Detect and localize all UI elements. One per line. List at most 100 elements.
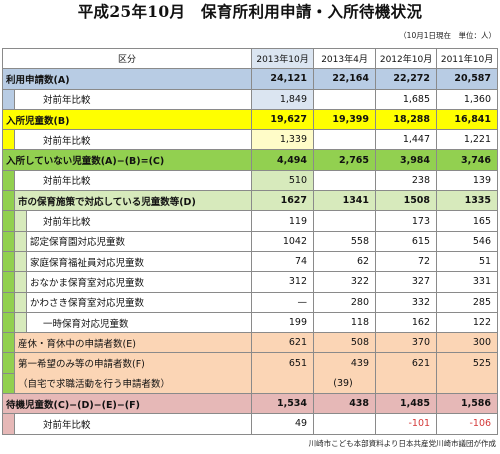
cell-value: 19,627: [251, 108, 315, 131]
cell-value: 1,849: [251, 88, 315, 110]
table-row: 入所児童数(B) 19,627 19,399 18,288 16,841: [1, 108, 499, 131]
row-spacer: [14, 311, 27, 334]
cell-value: [313, 88, 377, 110]
table-row: かわさき保育室対応児童数 — 280 332 285: [2, 291, 499, 313]
cell-value: [313, 129, 377, 151]
cell-value: 119: [251, 210, 315, 232]
cell-value: 370: [375, 332, 438, 354]
cell-value: 1,685: [375, 88, 438, 110]
cell-value: —: [251, 291, 315, 313]
table-row: 対前年比較 49 -101 -106: [2, 413, 499, 435]
row-spacer: [2, 129, 15, 151]
cell-value: [436, 373, 499, 395]
cell-value: 510: [251, 169, 315, 192]
cell-value: 72: [375, 250, 438, 273]
unit-note: （10月1日現在 単位：人）: [399, 31, 496, 40]
row-label: 入所児童数(B): [1, 108, 253, 131]
cell-value: 51: [436, 250, 499, 273]
cell-value: 199: [251, 311, 315, 334]
header-category: 区分: [1, 47, 253, 70]
cell-value: 122: [436, 311, 499, 334]
cell-value: 16,841: [436, 108, 499, 131]
table-row: 利用申請数(A) 24,121 22,164 22,272 20,587: [1, 68, 499, 90]
cell-value: [375, 373, 438, 395]
row-label: 待機児童数(C)−(D)−(E)−(F): [1, 393, 253, 415]
row-spacer: [2, 169, 15, 192]
cell-value: 621: [375, 352, 438, 374]
cell-value: 1508: [375, 190, 438, 212]
row-label: 対前年比較: [13, 129, 253, 151]
row-spacer: [14, 230, 27, 252]
row-label: 対前年比較: [25, 210, 253, 232]
cell-value: 24,121: [251, 68, 315, 90]
cell-value: 525: [436, 352, 499, 374]
row-label: 一時保育対応児童数: [25, 311, 253, 334]
cell-value: 508: [313, 332, 377, 354]
row-label: 産休・育休中の申請者数(E): [13, 332, 253, 354]
row-spacer: [14, 291, 27, 313]
cell-value-negative: -106: [436, 413, 499, 435]
table-row: 対前年比較 1,849 1,685 1,360: [2, 88, 499, 110]
cell-value: 173: [375, 210, 438, 232]
header-year-2013-10: 2013年10月: [251, 47, 315, 70]
cell-value: (39): [313, 373, 377, 395]
table-row: 対前年比較 510 238 139: [2, 169, 499, 192]
row-label: 認定保育園対応児童数: [25, 230, 253, 252]
table-row: 産休・育休中の申請者数(E) 621 508 370 300: [2, 332, 499, 354]
header-row: 区分 2013年10月 2013年4月 2012年10月 2011年10月: [1, 47, 499, 70]
row-spacer: [2, 88, 15, 110]
cell-value: 438: [313, 393, 377, 415]
table-row: 市の保育施策で対応している児童数等(D) 1627 1341 1508 1335: [2, 190, 499, 212]
row-label: 対前年比較: [13, 413, 253, 435]
cell-value: 300: [436, 332, 499, 354]
row-spacer: [14, 210, 27, 232]
cell-value: [251, 373, 315, 395]
cell-value: 621: [251, 332, 315, 354]
row-label: 対前年比較: [13, 169, 253, 192]
cell-value: 74: [251, 250, 315, 273]
cell-value: [313, 169, 377, 192]
cell-value: 312: [251, 271, 315, 293]
cell-value: 1,485: [375, 393, 438, 415]
row-label: かわさき保育室対応児童数: [25, 291, 253, 313]
cell-value: 558: [313, 230, 377, 252]
cell-value: 1627: [251, 190, 315, 212]
cell-value: 439: [313, 352, 377, 374]
cell-value: 1042: [251, 230, 315, 252]
row-label: 利用申請数(A): [1, 68, 253, 90]
row-spacer: [2, 190, 15, 212]
row-spacer: [2, 291, 15, 313]
cell-value: 22,272: [375, 68, 438, 90]
row-label: 対前年比較: [13, 88, 253, 110]
cell-value: 4,494: [251, 149, 315, 171]
cell-value: 22,164: [313, 68, 377, 90]
header-year-2012-10: 2012年10月: [375, 47, 438, 70]
cell-value: 332: [375, 291, 438, 313]
cell-value: 49: [251, 413, 315, 435]
source-note: 川崎市こども本部資料より日本共産党川崎市議団が作成: [308, 439, 496, 448]
cell-value: 165: [436, 210, 499, 232]
row-label: 家庭保育福祉員対応児童数: [25, 250, 253, 273]
cell-value: 139: [436, 169, 499, 192]
table-row: 家庭保育福祉員対応児童数 74 62 72 51: [2, 250, 499, 273]
cell-value: 19,399: [313, 108, 377, 131]
cell-value: 1341: [313, 190, 377, 212]
row-spacer: [2, 311, 15, 334]
row-spacer: [14, 250, 27, 273]
row-spacer: [2, 271, 15, 293]
page-title: 平成25年10月 保育所利用申請・入所待機状況: [77, 2, 423, 21]
cell-value: 3,984: [375, 149, 438, 171]
cell-value: 280: [313, 291, 377, 313]
row-spacer: [2, 413, 15, 435]
cell-value: 238: [375, 169, 438, 192]
row-label: おなかま保育室対応児童数: [25, 271, 253, 293]
table-row: 対前年比較 1,339 1,447 1,221: [2, 129, 499, 151]
header-year-2011-10: 2011年10月: [436, 47, 499, 70]
table-row: 認定保育園対応児童数 1042 558 615 546: [2, 230, 499, 252]
row-spacer: [2, 210, 15, 232]
cell-value: 62: [313, 250, 377, 273]
row-label: 市の保育施策で対応している児童数等(D): [13, 190, 253, 212]
cell-value: 615: [375, 230, 438, 252]
cell-value: 331: [436, 271, 499, 293]
cell-value: 285: [436, 291, 499, 313]
